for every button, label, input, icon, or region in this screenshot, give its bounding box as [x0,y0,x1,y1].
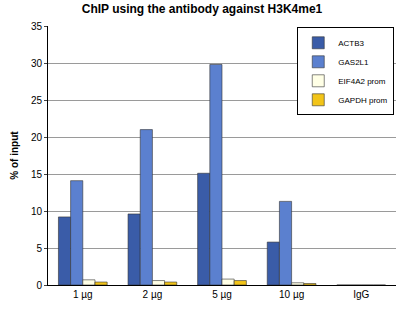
svg-text:35: 35 [31,21,43,32]
svg-text:0: 0 [36,280,42,291]
svg-text:1 µg: 1 µg [73,289,93,300]
svg-text:ACTB3: ACTB3 [338,39,364,48]
svg-text:ChIP using the antibody agains: ChIP using the antibody against H3K4me1 [82,2,323,16]
svg-text:2 µg: 2 µg [143,289,163,300]
svg-text:10: 10 [31,206,43,217]
svg-text:5 µg: 5 µg [212,289,232,300]
svg-text:IgG: IgG [353,289,369,300]
svg-text:20: 20 [31,132,43,143]
svg-text:EIF4A2 prom: EIF4A2 prom [338,77,385,86]
svg-text:15: 15 [31,169,43,180]
svg-text:GAPDH prom: GAPDH prom [338,96,387,105]
svg-text:GAS2L1: GAS2L1 [338,58,369,67]
svg-text:30: 30 [31,58,43,69]
svg-text:5: 5 [36,243,42,254]
svg-text:10 µg: 10 µg [279,289,304,300]
svg-text:25: 25 [31,95,43,106]
svg-text:% of input: % of input [9,131,20,180]
